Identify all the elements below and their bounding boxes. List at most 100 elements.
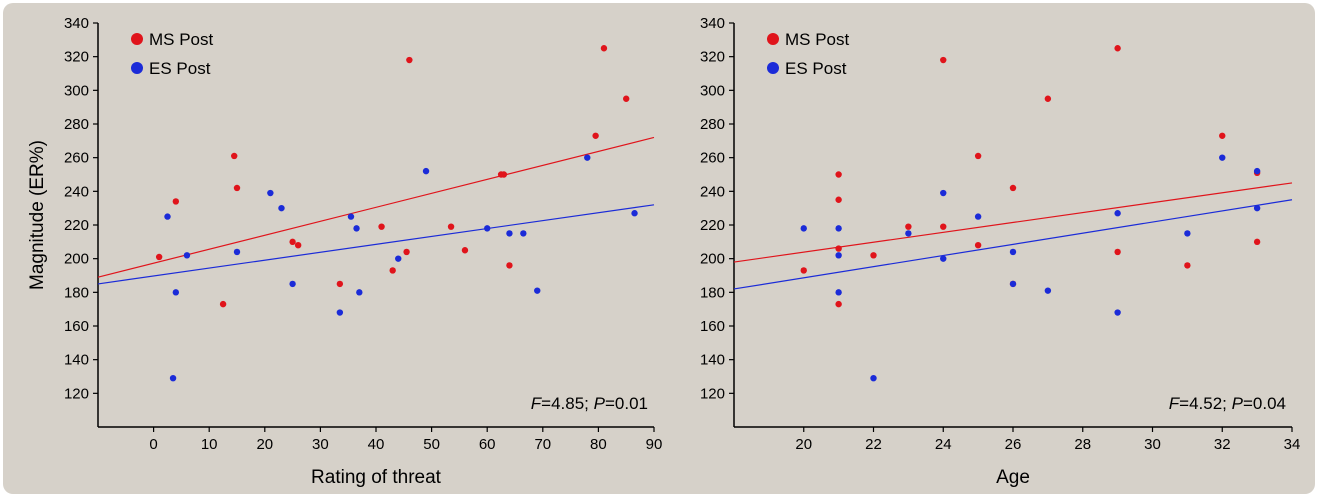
- y-tick-label: 220: [700, 217, 725, 234]
- y-tick-label: 180: [700, 284, 725, 301]
- y-tick-label: 200: [700, 251, 725, 268]
- fit-line-ms-post: [733, 182, 1293, 263]
- data-point-es-post: [484, 225, 491, 232]
- scatter-plots: 120 140 160 180 200 220 240 260 280 300 320 340 0 10 2…: [27, 15, 1301, 488]
- x-tick-label: 90: [646, 436, 663, 453]
- y-axis-title: Magnitude (ER%): [27, 140, 48, 290]
- data-point-ms-post: [835, 245, 842, 252]
- data-point-ms-post: [219, 300, 227, 308]
- data-point-ms-post: [940, 56, 947, 64]
- data-point-es-post: [1044, 287, 1052, 294]
- data-point-es-post: [172, 289, 180, 296]
- x-axis-title: Rating of threat: [311, 467, 442, 488]
- data-point-ms-post: [835, 196, 842, 203]
- figure-panel: 120 140 160 180 200 220 240 260 280 300 320 340 0 10 2…: [3, 3, 1315, 494]
- y-tick-label: 240: [64, 183, 89, 200]
- data-point-es-post: [940, 255, 947, 262]
- data-point-es-post: [1114, 210, 1121, 217]
- x-tick-label: 40: [368, 436, 385, 453]
- data-point-es-post: [422, 167, 430, 175]
- data-point-es-post: [169, 374, 177, 382]
- data-point-ms-post: [600, 45, 608, 52]
- x-tick-label: 10: [201, 436, 218, 453]
- data-point-es-post: [1184, 230, 1191, 237]
- data-point-es-post: [1009, 248, 1017, 256]
- x-tick-label: 50: [423, 436, 440, 453]
- data-point-es-post: [395, 255, 402, 262]
- data-point-es-post: [940, 189, 947, 197]
- y-tick-label: 340: [700, 15, 725, 32]
- data-point-ms-post: [905, 223, 912, 230]
- data-point-ms-post: [800, 267, 807, 274]
- data-point-es-post: [506, 230, 513, 237]
- legend-label: ES Post: [149, 59, 211, 78]
- x-tick-label: 28: [1074, 436, 1091, 453]
- data-point-ms-post: [1044, 95, 1052, 102]
- data-point-es-post: [835, 225, 842, 232]
- x-tick-label: 30: [312, 436, 329, 453]
- data-point-ms-post: [974, 152, 982, 160]
- x-tick-label: 20: [256, 436, 273, 453]
- data-point-es-post: [289, 280, 296, 288]
- x-tick-label: 0: [149, 436, 157, 453]
- stat-annotation: F=4.52; P=0.04: [1169, 394, 1286, 413]
- y-tick-label: 220: [64, 217, 89, 234]
- x-tick-label: 80: [590, 436, 607, 453]
- fit-line-ms-post: [97, 136, 655, 278]
- data-point-es-post: [267, 189, 274, 197]
- data-point-ms-post: [447, 223, 455, 230]
- y-tick-label: 140: [64, 352, 89, 369]
- y-tick-label: 260: [64, 150, 89, 167]
- legend-marker: [131, 33, 143, 45]
- x-tick-label: 24: [935, 436, 952, 453]
- data-point-ms-post: [378, 223, 385, 230]
- data-point-ms-post: [1114, 248, 1121, 256]
- legend-marker: [767, 62, 779, 74]
- x-tick-label: 20: [795, 436, 812, 453]
- y-tick-label: 180: [64, 284, 89, 301]
- x-tick-label: 34: [1284, 436, 1301, 453]
- data-point-es-post: [870, 374, 877, 382]
- stat-annotation: F=4.85; P=0.01: [531, 394, 648, 413]
- data-point-es-post: [164, 213, 171, 220]
- data-point-es-post: [520, 230, 527, 237]
- data-point-ms-post: [940, 223, 947, 230]
- data-point-es-post: [534, 287, 541, 294]
- y-tick-label: 240: [700, 183, 725, 200]
- x-tick-label: 22: [865, 436, 882, 453]
- fit-line-es-post: [97, 204, 655, 285]
- y-tick-label: 120: [700, 385, 725, 402]
- y-tick-label: 160: [64, 318, 89, 335]
- legend-label: MS Post: [149, 30, 214, 49]
- x-tick-label: 60: [479, 436, 496, 453]
- y-tick-label: 320: [700, 49, 725, 66]
- fit-line-es-post: [733, 199, 1293, 290]
- data-point-es-post: [1114, 309, 1121, 316]
- data-point-ms-post: [336, 280, 344, 288]
- stat-p-text: =0.01: [605, 394, 648, 413]
- y-tick-label: 120: [64, 385, 89, 402]
- data-point-ms-post: [1253, 238, 1261, 246]
- y-tick-label: 280: [64, 116, 89, 133]
- data-point-ms-post: [1219, 132, 1226, 139]
- data-point-ms-post: [233, 184, 241, 192]
- data-point-ms-post: [835, 171, 842, 178]
- stat-p-label: P: [594, 394, 606, 413]
- data-point-ms-post: [403, 248, 410, 256]
- data-point-es-post: [974, 213, 982, 220]
- stat-f-text: =4.85;: [541, 394, 593, 413]
- data-point-es-post: [1253, 167, 1261, 175]
- data-point-es-post: [347, 213, 355, 220]
- data-point-ms-post: [461, 247, 469, 254]
- legend-label: MS Post: [785, 30, 850, 49]
- x-tick-label: 26: [1005, 436, 1022, 453]
- stat-p-text: =0.04: [1243, 394, 1286, 413]
- data-point-es-post: [233, 248, 241, 256]
- legend-label: ES Post: [785, 59, 847, 78]
- data-point-es-post: [835, 252, 842, 259]
- y-tick-label: 200: [64, 251, 89, 268]
- data-point-es-post: [631, 210, 638, 217]
- data-point-es-post: [905, 230, 912, 237]
- data-point-es-post: [353, 225, 360, 232]
- data-point-ms-post: [172, 198, 180, 205]
